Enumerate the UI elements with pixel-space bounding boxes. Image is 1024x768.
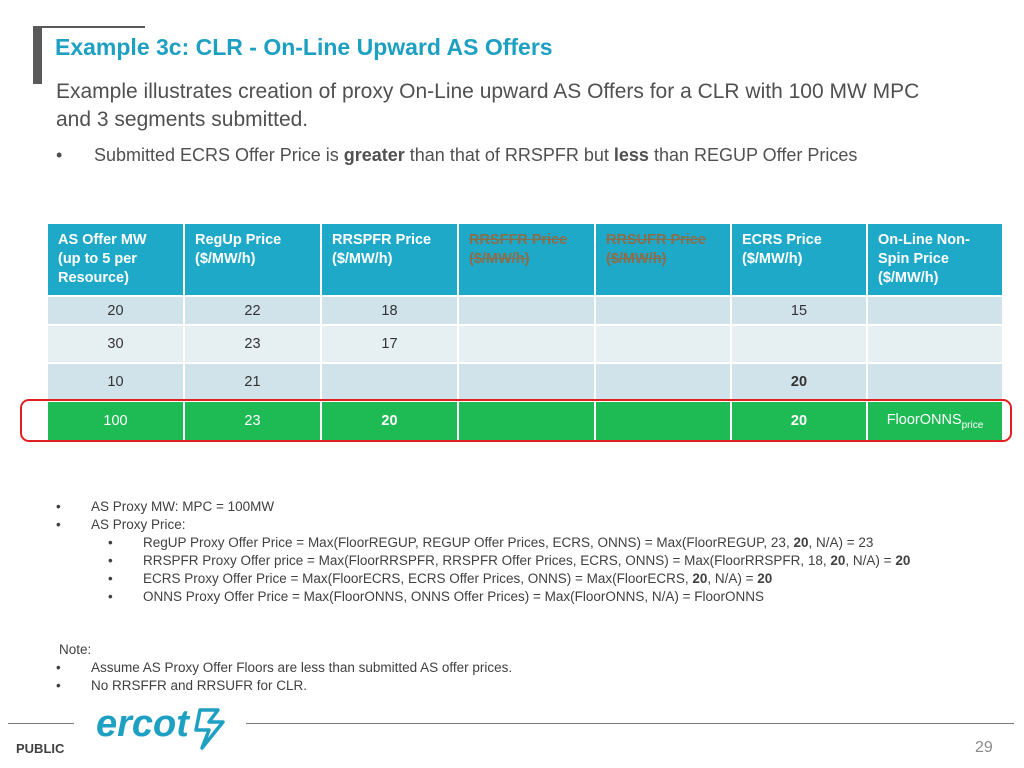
ecrs-formula-b: 20 [692,571,708,586]
table-row: 20 22 18 15 [46,295,1004,326]
header-regup-price: RegUp Price ($/MW/h) [183,222,322,297]
footer-divider-right [246,723,1014,724]
intro-bullet: • Submitted ECRS Offer Price is greater t… [56,145,857,166]
rrspfr-formula-a: RRSPFR Proxy Offer price = Max(FloorRRSP… [143,553,831,568]
cell-onns [866,295,1004,326]
cell-ecrs: 15 [730,295,868,326]
list-item: • Assume AS Proxy Offer Floors are less t… [56,659,512,677]
cell-rrsufr [594,295,732,326]
footer-divider-left [8,723,74,724]
cell-rrspfr [320,362,459,402]
header-rrspfr-price: RRSPFR Price ($/MW/h) [320,222,459,297]
proxy-offer-row: 100 23 20 20 FloorONNSprice [46,400,1004,442]
proxy-cell-ecrs: 20 [730,400,868,442]
bullet-marker: • [56,517,61,532]
bullet-marker: • [56,145,63,165]
table-header-row: AS Offer MW (up to 5 per Resource) RegUp… [46,222,1004,297]
proxy-onns-text: FloorONNS [886,411,962,428]
cell-regup: 21 [183,362,322,402]
header-onns-price: On-Line Non-Spin Price ($/MW/h) [866,222,1004,297]
proxy-row-highlight [20,399,1012,442]
proxy-mw-text: AS Proxy MW: MPC = 100MW [91,499,275,514]
cell-mw: 10 [46,362,185,402]
cell-ecrs: 20 [730,362,868,402]
regup-formula-b: 20 [793,535,809,550]
cell-rrspfr: 18 [320,295,459,326]
bullet-text-3: than REGUP Offer Prices [648,145,858,165]
proxy-cell-rrsffr [457,400,596,442]
table-row: 30 23 17 [46,324,1004,364]
cell-rrsufr [594,324,732,364]
regup-formula-c: , N/A) = 23 [808,535,874,550]
cell-mw: 20 [46,295,185,326]
bullet-text-1: Submitted ECRS Offer Price is [94,145,344,165]
ecrs-formula-c: , N/A) = [707,571,758,586]
ercot-logo-text: ercot [96,703,190,745]
regup-formula-a: RegUP Proxy Offer Price = Max(FloorREGUP… [143,535,794,550]
proxy-cell-rrspfr: 20 [320,400,459,442]
proxy-cell-mw: 100 [46,400,185,442]
list-item: • ECRS Proxy Offer Price = Max(FloorECRS,… [56,570,910,588]
proxy-calculation-list: • AS Proxy MW: MPC = 100MW • AS Proxy Pric… [56,498,910,606]
rrspfr-formula-d: 20 [895,553,911,568]
proxy-onns-subscript: price [961,419,984,431]
cell-rrsufr [594,362,732,402]
proxy-cell-regup: 23 [183,400,322,442]
slide-title: Example 3c: CLR - On-Line Upward AS Offe… [55,34,553,60]
rrspfr-formula-c: , N/A) = [845,553,896,568]
list-item: • AS Proxy MW: MPC = 100MW [56,498,910,516]
cell-mw: 30 [46,324,185,364]
header-as-offer-mw: AS Offer MW (up to 5 per Resource) [46,222,185,297]
note-list: Note: • Assume AS Proxy Offer Floors are … [56,641,512,695]
rrspfr-formula-b: 20 [830,553,846,568]
bullet-marker: • [56,499,61,514]
title-accent-line [33,26,145,28]
list-item: • No RRSFFR and RRSUFR for CLR. [56,677,512,695]
cell-onns [866,362,1004,402]
ecrs-formula-a: ECRS Proxy Offer Price = Max(FloorECRS, … [143,571,693,586]
classification-label: PUBLIC [16,741,65,756]
cell-ecrs [730,324,868,364]
as-offer-table: AS Offer MW (up to 5 per Resource) RegUp… [46,222,1004,442]
title-accent-bar [33,27,42,84]
note-label: Note: [59,642,92,657]
cell-regup: 23 [183,324,322,364]
list-item: • AS Proxy Price: [56,516,910,534]
note-1-text: Assume AS Proxy Offer Floors are less th… [91,660,513,675]
header-ecrs-price: ECRS Price ($/MW/h) [730,222,868,297]
table-row: 10 21 20 [46,362,1004,402]
bullet-emphasis-less: less [613,145,649,165]
header-rrsufr-price: RRSUFR Price ($/MW/h) [594,222,732,297]
note-2-text: No RRSFFR and RRSUFR for CLR. [91,678,308,693]
cell-rrsffr [457,324,596,364]
header-rrsffr-price: RRSFFR Price ($/MW/h) [457,222,596,297]
bullet-marker: • [56,660,61,675]
slide-subtitle: Example illustrates creation of proxy On… [56,80,920,131]
bullet-emphasis-greater: greater [343,145,405,165]
cell-regup: 22 [183,295,322,326]
list-item: • ONNS Proxy Offer Price = Max(FloorONNS,… [56,588,910,606]
onns-formula: ONNS Proxy Offer Price = Max(FloorONNS, … [143,589,764,604]
cell-rrsffr [457,295,596,326]
cell-onns [866,324,1004,364]
bullet-marker: • [108,571,113,586]
cell-rrspfr: 17 [320,324,459,364]
ercot-logo: ercot [96,703,225,750]
list-item: • RRSPFR Proxy Offer price = Max(FloorRRS… [56,552,910,570]
cell-rrsffr [457,362,596,402]
proxy-cell-onns: FloorONNSprice [866,400,1004,442]
bullet-text-2: than that of RRSPFR but [404,145,614,165]
page-number: 29 [975,739,993,756]
proxy-cell-rrsufr [594,400,732,442]
bullet-marker: • [108,589,113,604]
lightning-bolt-icon [194,708,225,750]
proxy-price-text: AS Proxy Price: [91,517,186,532]
list-item: • RegUP Proxy Offer Price = Max(FloorREGU… [56,534,910,552]
bullet-marker: • [108,535,113,550]
bullet-marker: • [108,553,113,568]
bullet-marker: • [56,678,61,693]
ecrs-formula-d: 20 [757,571,773,586]
